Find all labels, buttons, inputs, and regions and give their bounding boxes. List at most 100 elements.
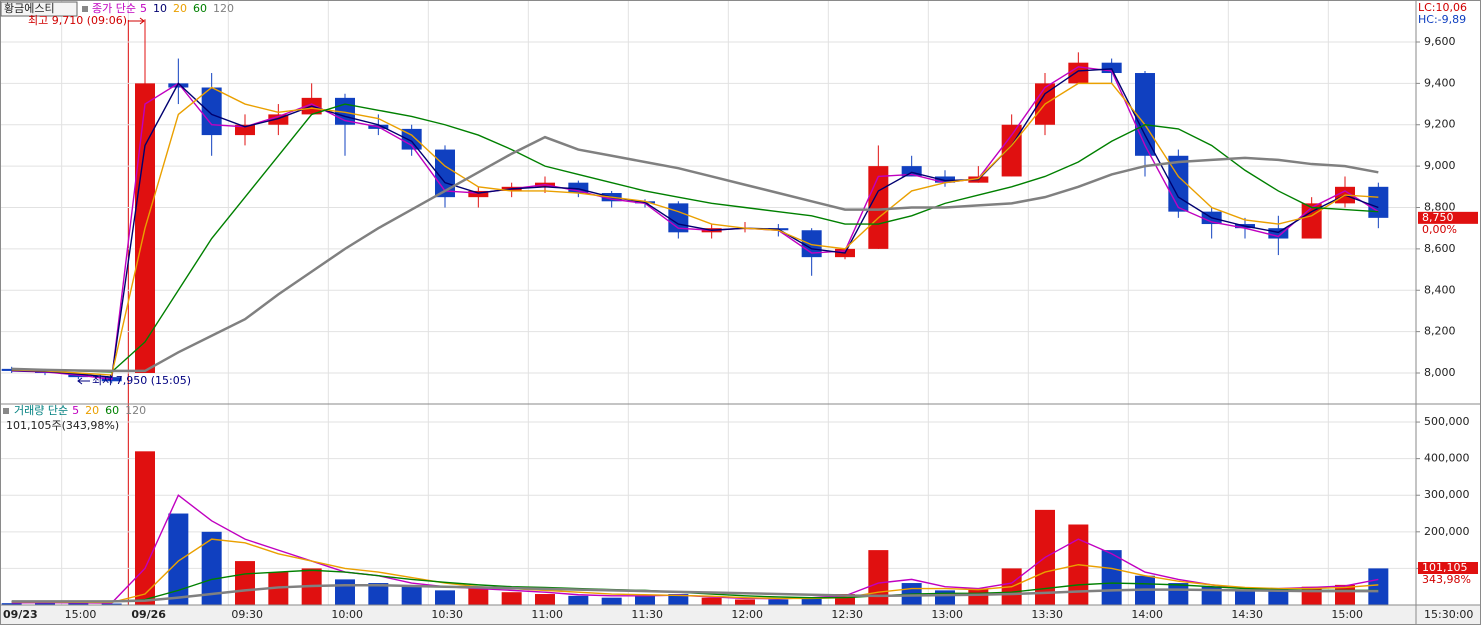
volume-bar bbox=[1301, 586, 1322, 605]
candle-body bbox=[868, 166, 889, 249]
legend-icon bbox=[3, 408, 9, 414]
change-label: 0,00% bbox=[1422, 223, 1457, 236]
volume-bar bbox=[668, 594, 689, 605]
x-tick-label: 09/26 bbox=[131, 608, 166, 621]
legend-icon bbox=[82, 6, 88, 12]
volume-bar bbox=[535, 594, 555, 605]
candle-body bbox=[935, 176, 955, 183]
volume-bar bbox=[101, 603, 122, 605]
ma-line bbox=[11, 103, 1379, 373]
legend-entry: 20 bbox=[85, 404, 99, 417]
low-arrow bbox=[77, 377, 90, 385]
volume-bar bbox=[401, 586, 422, 605]
x-axis-strip bbox=[0, 605, 1481, 625]
legend-entry: 120 bbox=[125, 404, 146, 417]
ma-line bbox=[11, 583, 1379, 603]
x-tick-label: 12:30 bbox=[831, 608, 863, 621]
lc-label: LC:10,06 bbox=[1418, 1, 1467, 14]
volume-bar bbox=[468, 588, 489, 605]
volume-bar bbox=[235, 561, 255, 605]
y-tick-label: 500,000 bbox=[1424, 415, 1470, 428]
y-tick-label: 400,000 bbox=[1424, 452, 1470, 465]
price-box-label: 101,105 bbox=[1422, 561, 1468, 574]
volume-bar bbox=[435, 590, 455, 605]
volume-bar bbox=[801, 597, 822, 605]
volume-bar bbox=[1368, 568, 1389, 605]
volume-bar bbox=[1, 603, 22, 605]
volume-bar bbox=[1168, 583, 1189, 605]
volume-bar bbox=[635, 595, 655, 605]
symbol-box bbox=[0, 1, 78, 17]
high-note: 최고 9,710 (09:06) bbox=[28, 14, 127, 27]
y-tick-label: 9,400 bbox=[1424, 76, 1456, 89]
candle-body bbox=[235, 124, 255, 136]
candle-body bbox=[201, 87, 222, 136]
x-tick-label: 10:30 bbox=[431, 608, 463, 621]
x-tick-label: 12:00 bbox=[731, 608, 763, 621]
x-tick-label: 11:00 bbox=[531, 608, 563, 621]
volume-bar bbox=[1235, 590, 1255, 605]
legend-entry: 5 bbox=[140, 2, 147, 15]
x-tick-label: 11:30 bbox=[631, 608, 663, 621]
y-tick-label: 9,600 bbox=[1424, 35, 1456, 48]
volume-info: 101,105주(343,98%) bbox=[6, 419, 119, 432]
volume-bar bbox=[168, 513, 189, 605]
y-tick-label: 9,000 bbox=[1424, 159, 1456, 172]
symbol-name: 황금에스티 bbox=[4, 2, 55, 15]
ma-line bbox=[11, 66, 1379, 380]
high-arrow bbox=[128, 17, 145, 25]
volume-bar bbox=[68, 602, 89, 605]
x-tick-label: 15:00 bbox=[1331, 608, 1363, 621]
candle-body bbox=[1101, 62, 1122, 74]
legend-entry: 120 bbox=[213, 2, 234, 15]
y-tick-label: 300,000 bbox=[1424, 488, 1470, 501]
candle-body bbox=[568, 182, 589, 194]
ma-line bbox=[11, 135, 1379, 373]
candle-body bbox=[401, 128, 422, 150]
volume-bar bbox=[368, 583, 389, 605]
volume-bar bbox=[1268, 588, 1289, 605]
volume-bar bbox=[835, 594, 855, 605]
volume-bar bbox=[568, 595, 589, 605]
y-tick-label: 8,600 bbox=[1424, 242, 1456, 255]
legend-title: 종가 단순 bbox=[92, 2, 136, 15]
ma-line bbox=[11, 68, 1379, 378]
candle-body bbox=[268, 114, 289, 125]
price-box bbox=[1418, 211, 1478, 224]
legend-entry: 60 bbox=[105, 404, 119, 417]
ma-line bbox=[11, 82, 1379, 376]
volume-bar bbox=[735, 599, 755, 605]
legend-title: 거래량 단순 bbox=[14, 404, 68, 417]
candle-body bbox=[1001, 124, 1022, 177]
volume-bar bbox=[335, 579, 355, 605]
y-tick-label: 200,000 bbox=[1424, 525, 1470, 538]
x-tick-label: 13:30 bbox=[1031, 608, 1063, 621]
price-box-label: 8,750 bbox=[1422, 211, 1454, 224]
y-tick-label: 8,800 bbox=[1424, 200, 1456, 213]
x-tick-label: 14:00 bbox=[1131, 608, 1163, 621]
volume-bar bbox=[501, 592, 522, 605]
volume-bar bbox=[35, 602, 55, 605]
volume-bar bbox=[135, 451, 155, 605]
candle-body bbox=[168, 83, 189, 88]
volume-bar bbox=[601, 597, 622, 605]
y-tick-label: 8,400 bbox=[1424, 283, 1456, 296]
volume-bar bbox=[968, 588, 989, 605]
volume-bar bbox=[701, 597, 722, 605]
change-label: 343,98% bbox=[1422, 573, 1471, 586]
y-tick-label: 8,000 bbox=[1424, 366, 1456, 379]
y-tick-label: 9,200 bbox=[1424, 118, 1456, 131]
candle-body bbox=[901, 166, 922, 177]
volume-bar bbox=[768, 599, 789, 605]
legend-entry: 60 bbox=[193, 2, 207, 15]
x-tick-label: 14:30 bbox=[1231, 608, 1263, 621]
volume-bar bbox=[201, 531, 222, 605]
ma-line bbox=[11, 538, 1379, 604]
legend-entry: 10 bbox=[153, 2, 167, 15]
x-tick-label: 15:00 bbox=[65, 608, 97, 621]
hc-label: HC:-9,89 bbox=[1418, 13, 1466, 26]
legend-entry: 20 bbox=[173, 2, 187, 15]
candle-body bbox=[1368, 186, 1389, 218]
